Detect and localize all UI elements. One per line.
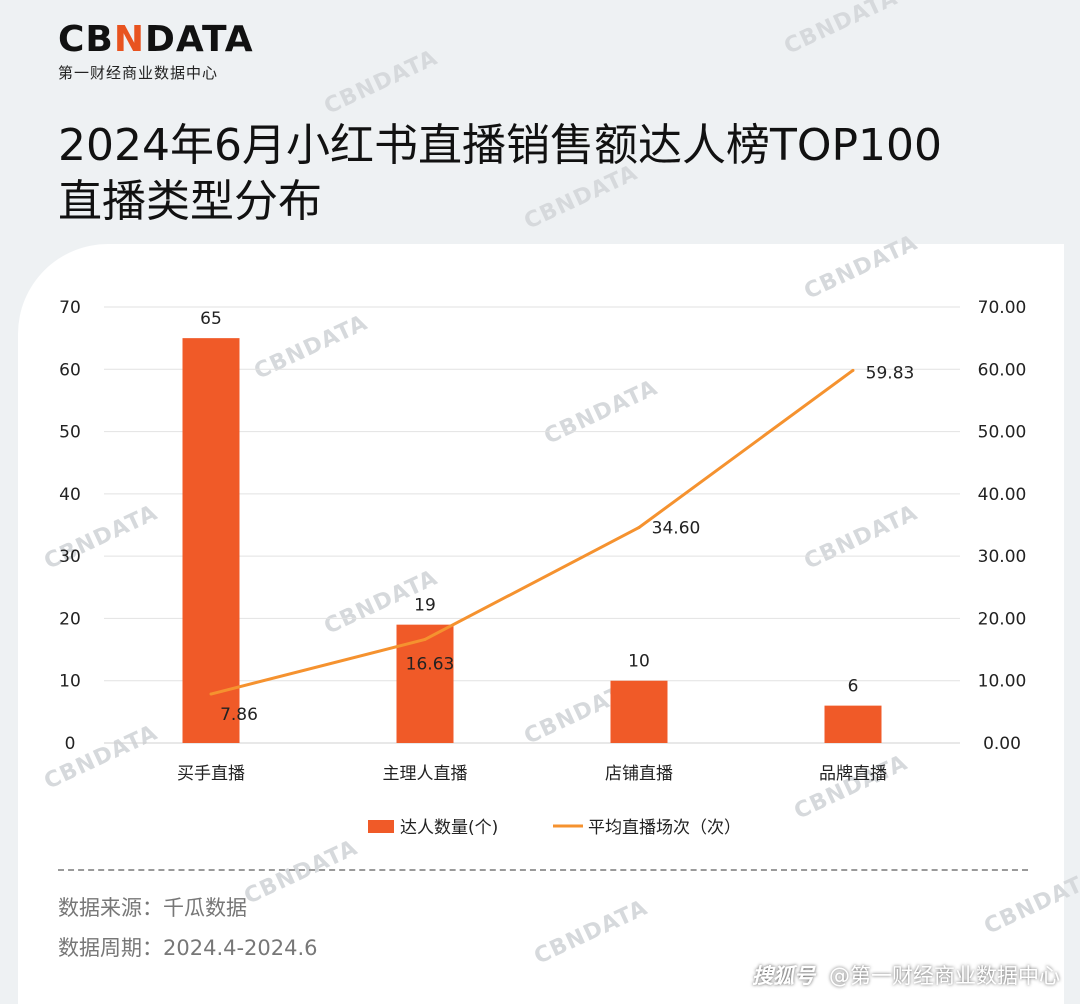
data-period: 数据周期：2024.4-2024.6	[58, 936, 318, 960]
bar	[396, 624, 454, 743]
y-left-tick-label: 20	[59, 609, 81, 629]
bar	[182, 338, 240, 743]
bar-data-label: 19	[414, 596, 436, 616]
y-left-tick-label: 30	[59, 547, 81, 567]
credit-line: 搜狐号 @第一财经商业数据中心	[752, 960, 1060, 990]
y-right-tick-label: 50.00	[978, 423, 1027, 443]
credit-author: @第一财经商业数据中心	[829, 964, 1060, 988]
legend-line-label: 平均直播场次（次）	[588, 818, 741, 838]
data-source: 数据来源：千瓜数据	[58, 896, 247, 920]
y-left-tick-label: 40	[59, 485, 81, 505]
bar	[610, 680, 668, 743]
grid-layer	[104, 306, 960, 744]
sohu-brand: 搜狐号	[752, 964, 815, 988]
logo-wordmark: CBNDATA	[58, 19, 254, 60]
label-layer: 65 19 10 6 7.86 16.63 34.60 59.83	[200, 309, 914, 725]
line-point	[423, 637, 427, 641]
line-layer	[209, 368, 855, 696]
legend-bar-label: 达人数量(个)	[400, 818, 498, 838]
x-category-label: 买手直播	[177, 764, 245, 784]
line-point	[637, 525, 641, 529]
y-left-tick-label: 50	[59, 423, 81, 443]
logo-subtitle: 第一财经商业数据中心	[58, 64, 219, 82]
bar-data-label: 10	[628, 652, 650, 672]
y-right-tick-label: 20.00	[978, 609, 1027, 629]
x-category-label: 主理人直播	[383, 764, 468, 784]
line-data-label: 34.60	[652, 518, 701, 538]
y-left-tick-label: 0	[65, 734, 76, 754]
chart-title-line2: 直播类型分布	[58, 176, 322, 227]
line-data-label: 7.86	[220, 705, 258, 725]
chart-title: 2024年6月小红书直播销售额达人榜TOP100 直播类型分布	[58, 118, 1038, 230]
bar-data-label: 65	[200, 309, 222, 329]
x-category-label: 品牌直播	[819, 764, 887, 784]
bar-layer	[182, 338, 882, 743]
y-left-tick-label: 70	[59, 298, 81, 318]
y-right-tick-label: 60.00	[978, 360, 1027, 380]
line-point	[209, 692, 213, 696]
y-left-tick-label: 60	[59, 360, 81, 380]
y-right-tick-label: 40.00	[978, 485, 1027, 505]
line-data-label: 16.63	[406, 654, 455, 674]
cbndata-logo: CBNDATA 第一财经商业数据中心	[58, 20, 254, 83]
x-category-label: 店铺直播	[605, 764, 673, 784]
series-line	[210, 369, 854, 696]
legend-bar-swatch	[368, 820, 394, 833]
chart-title-line1: 2024年6月小红书直播销售额达人榜TOP100	[58, 120, 942, 171]
legend-layer: 达人数量(个) 平均直播场次（次）	[368, 818, 741, 838]
y-right-tick-label: 30.00	[978, 547, 1027, 567]
axis-layer: 0 0.00 10 10.00 20 20.00 30 30.00 40 40.00 50 50.00…	[59, 298, 1026, 784]
y-right-tick-label: 0.00	[983, 734, 1021, 754]
y-right-tick-label: 10.00	[978, 672, 1027, 692]
line-point	[851, 368, 855, 372]
bar	[824, 705, 882, 743]
y-right-tick-label: 70.00	[978, 298, 1027, 318]
bar-data-label: 6	[848, 677, 859, 697]
y-left-tick-label: 10	[59, 672, 81, 692]
line-data-label: 59.83	[866, 363, 915, 383]
footer-divider	[58, 869, 1028, 871]
